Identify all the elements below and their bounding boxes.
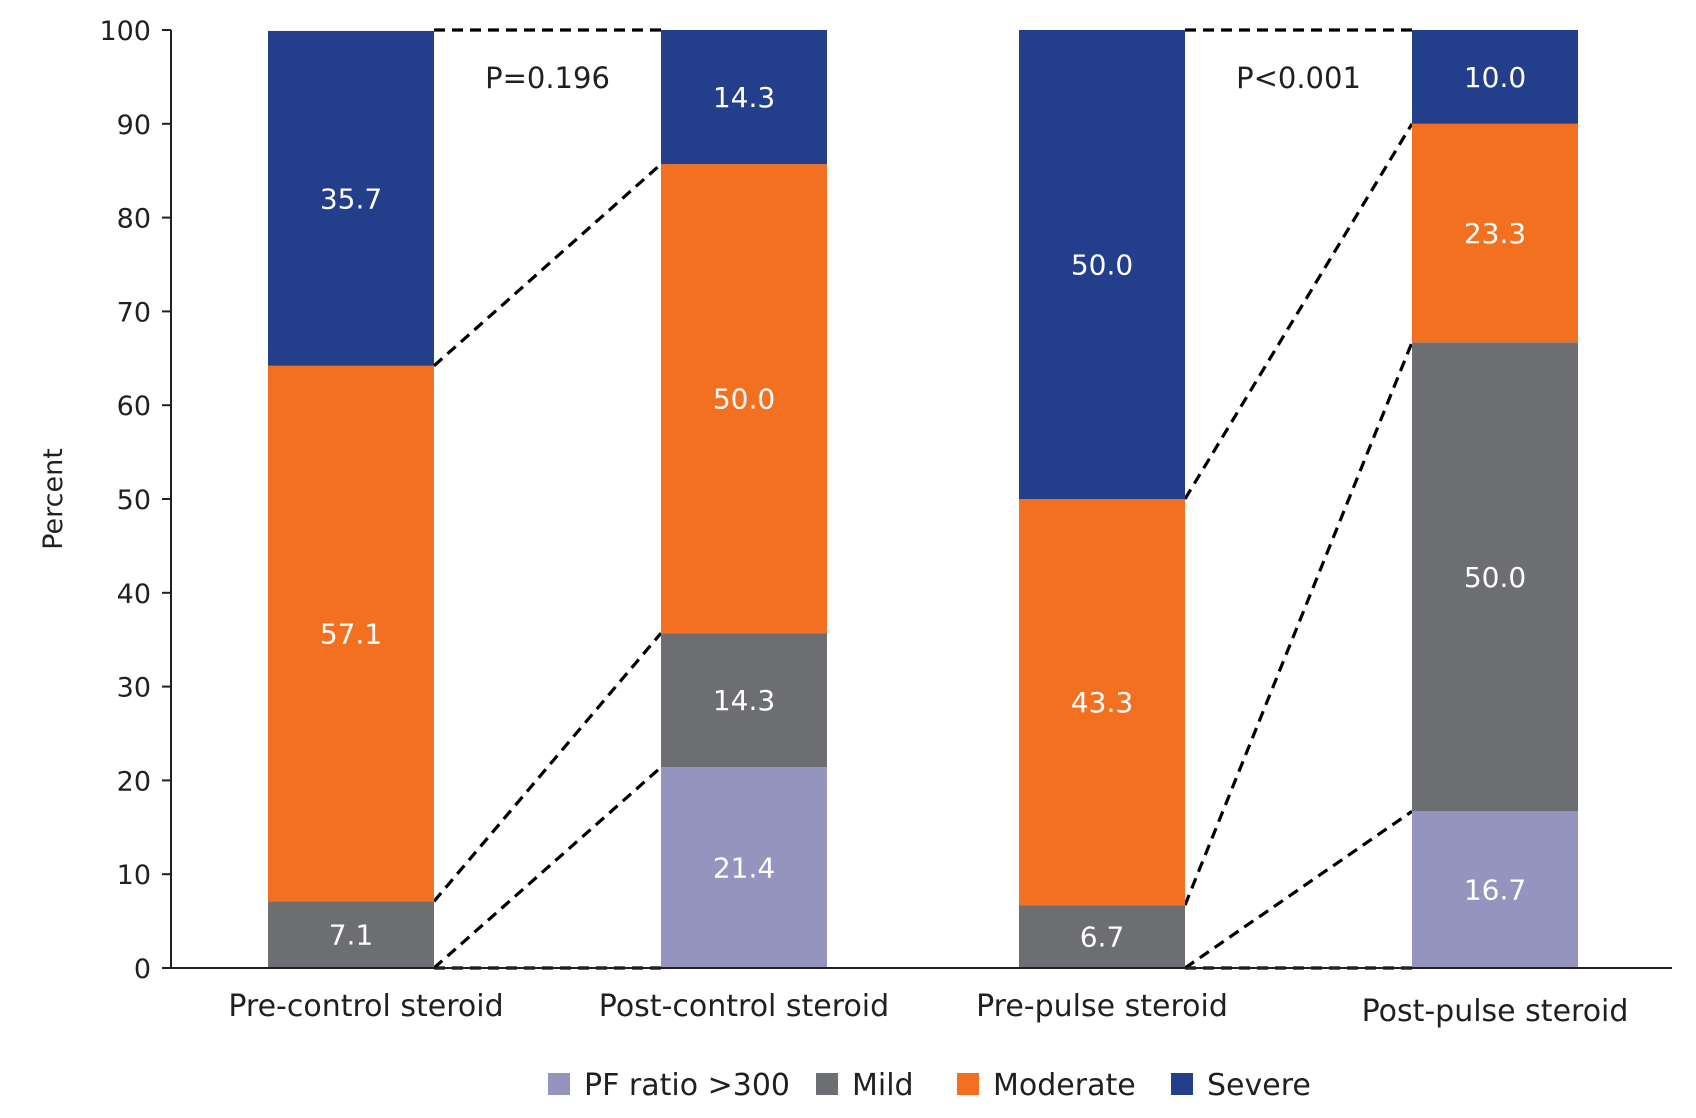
bar-segment-pf-ratio-300-2 — [661, 767, 827, 968]
bar-segment-moderate-1 — [268, 365, 434, 902]
bar-segment-mild-1 — [268, 901, 434, 968]
legend: PF ratio >300 Mild Moderate Severe — [548, 1068, 1311, 1103]
legend-label: Mild — [852, 1068, 914, 1103]
y-tick-label: 10 — [117, 860, 151, 891]
y-tick-label: 70 — [117, 297, 151, 328]
bar-segment-mild-2 — [661, 633, 827, 768]
bar-segment-moderate-4 — [1412, 123, 1578, 343]
segment-label: 6.7 — [1080, 921, 1125, 954]
y-tick-label: 40 — [117, 579, 151, 610]
segment-label: 50.0 — [713, 383, 775, 416]
p-value-annotations: P=0.196 P<0.001 — [485, 61, 1361, 95]
y-tick-label: 80 — [117, 204, 151, 235]
bar-segment-pf-ratio-300-4 — [1412, 811, 1578, 968]
p-value-label: P<0.001 — [1236, 61, 1361, 95]
y-tick-label: 0 — [134, 954, 151, 985]
legend-item: PF ratio >300 — [548, 1068, 790, 1103]
legend-item: Mild — [816, 1068, 914, 1103]
legend-swatch — [816, 1073, 838, 1095]
segment-label: 7.1 — [329, 919, 374, 952]
x-axis: Pre-control steroid Post-control steroid P… — [171, 967, 1672, 1029]
legend-item: Moderate — [957, 1068, 1136, 1103]
connector-line — [1184, 810, 1413, 970]
segment-label: 16.7 — [1464, 874, 1526, 907]
segment-label: 50.0 — [1071, 249, 1133, 282]
connector-line — [432, 766, 663, 970]
bar-segment-severe-3 — [1019, 30, 1185, 499]
segment-label: 23.3 — [1464, 217, 1526, 250]
legend-label: Severe — [1207, 1068, 1311, 1103]
y-tick-label: 100 — [99, 16, 151, 47]
legend-swatch — [548, 1073, 570, 1095]
y-tick-label: 30 — [117, 673, 151, 704]
segment-label: 43.3 — [1071, 686, 1133, 719]
connector-line — [432, 162, 663, 368]
segment-label: 50.0 — [1464, 561, 1526, 594]
y-axis: 0 10 20 30 40 50 60 70 80 90 100 — [99, 16, 172, 985]
bar-segment-severe-4 — [1412, 30, 1578, 124]
bar-segment-severe-2 — [661, 30, 827, 165]
bar-segment-mild-3 — [1019, 905, 1185, 968]
legend-swatch — [957, 1073, 979, 1095]
y-tick-label: 60 — [117, 391, 151, 422]
connector-line — [432, 632, 663, 903]
connector-line — [1183, 122, 1414, 500]
x-category-label: Post-pulse steroid — [1362, 994, 1629, 1029]
bar-segment-mild-4 — [1412, 342, 1578, 812]
segment-label: 21.4 — [713, 852, 775, 885]
x-category-label: Pre-pulse steroid — [976, 989, 1228, 1024]
segment-label: 14.3 — [713, 81, 775, 114]
bar-segment-severe-1 — [268, 30, 434, 366]
y-tick-label: 50 — [117, 485, 151, 516]
x-category-label: Pre-control steroid — [228, 989, 503, 1024]
segment-label: 14.3 — [713, 684, 775, 717]
legend-item: Severe — [1171, 1068, 1311, 1103]
connector-lines — [432, 28, 1414, 970]
segment-label: 10.0 — [1464, 61, 1526, 94]
segment-label: 57.1 — [320, 618, 382, 651]
y-tick-label: 90 — [117, 110, 151, 141]
bars — [268, 30, 1578, 968]
y-axis-label: Percent — [38, 448, 69, 550]
segment-label: 35.7 — [320, 182, 382, 215]
p-value-label: P=0.196 — [485, 61, 610, 95]
segment-labels: 7.1 57.1 35.7 21.4 14.3 50.0 14.3 6.7 43.3 50.0 16… — [320, 61, 1526, 954]
bar-segment-moderate-3 — [1019, 499, 1185, 906]
bar-segment-moderate-2 — [661, 164, 827, 634]
x-category-label: Post-control steroid — [599, 989, 889, 1024]
connector-line — [1183, 341, 1414, 906]
legend-label: PF ratio >300 — [584, 1068, 790, 1103]
y-tick-label: 20 — [117, 766, 151, 797]
legend-swatch — [1171, 1073, 1193, 1095]
legend-label: Moderate — [993, 1068, 1136, 1103]
